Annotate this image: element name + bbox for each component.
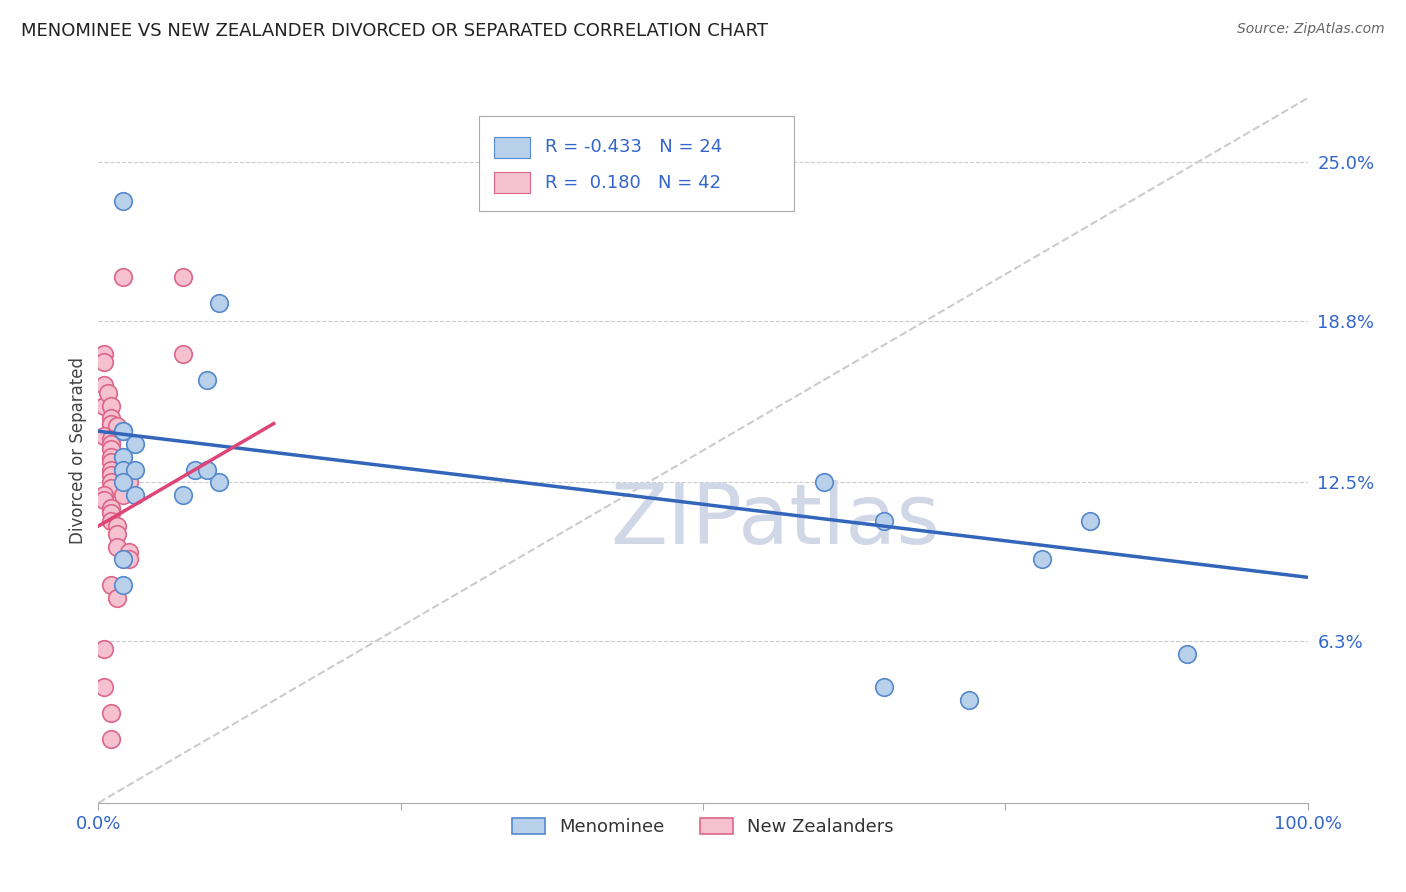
Text: R =  0.180   N = 42: R = 0.180 N = 42: [544, 174, 721, 192]
Point: [118, 544, 141, 558]
Point: [873, 681, 896, 695]
Point: [100, 481, 122, 495]
Point: [100, 475, 122, 490]
Bar: [494, 172, 530, 194]
Point: [813, 475, 835, 490]
Y-axis label: Divorced or Separated: Divorced or Separated: [69, 357, 87, 544]
Point: [124, 488, 146, 502]
Point: [93, 355, 115, 369]
Point: [118, 475, 141, 490]
Point: [100, 450, 122, 464]
Point: [105, 519, 128, 533]
Point: [111, 450, 134, 464]
Point: [111, 463, 134, 477]
Point: [97, 385, 120, 400]
Bar: [494, 136, 530, 158]
Point: [111, 578, 134, 592]
Point: [93, 429, 115, 443]
Point: [111, 475, 134, 490]
Point: [93, 378, 115, 392]
Point: [100, 437, 122, 451]
Point: [100, 501, 122, 516]
Point: [172, 488, 194, 502]
Point: [100, 411, 122, 425]
Point: [100, 432, 122, 446]
Point: [124, 463, 146, 477]
Point: [172, 347, 194, 361]
Point: [124, 437, 146, 451]
Point: [111, 450, 134, 464]
Point: [105, 540, 128, 554]
Point: [1078, 514, 1101, 528]
Point: [873, 514, 896, 528]
Point: [208, 475, 231, 490]
Point: [111, 488, 134, 502]
Point: [100, 463, 122, 477]
Point: [100, 399, 122, 413]
Point: [111, 424, 134, 438]
Point: [100, 467, 122, 482]
Point: [93, 399, 115, 413]
Point: [93, 347, 115, 361]
Point: [100, 578, 122, 592]
Point: [105, 591, 128, 605]
Point: [100, 731, 122, 746]
Text: Source: ZipAtlas.com: Source: ZipAtlas.com: [1237, 22, 1385, 37]
Point: [111, 194, 134, 208]
Point: [100, 706, 122, 720]
Point: [184, 463, 207, 477]
Point: [93, 642, 115, 657]
Point: [111, 463, 134, 477]
Text: R = -0.433   N = 24: R = -0.433 N = 24: [544, 138, 721, 156]
Point: [957, 693, 980, 707]
Point: [1031, 552, 1053, 566]
Point: [172, 270, 194, 285]
Point: [208, 296, 231, 310]
Point: [111, 270, 134, 285]
Point: [118, 552, 141, 566]
Point: [195, 373, 218, 387]
FancyBboxPatch shape: [479, 116, 793, 211]
Point: [100, 417, 122, 431]
Point: [93, 681, 115, 695]
Text: MENOMINEE VS NEW ZEALANDER DIVORCED OR SEPARATED CORRELATION CHART: MENOMINEE VS NEW ZEALANDER DIVORCED OR S…: [21, 22, 768, 40]
Point: [100, 506, 122, 520]
Text: ZIPatlas: ZIPatlas: [610, 481, 941, 561]
Legend: Menominee, New Zealanders: Menominee, New Zealanders: [505, 811, 901, 843]
Point: [93, 493, 115, 508]
Point: [105, 526, 128, 541]
Point: [93, 488, 115, 502]
Point: [105, 419, 128, 434]
Point: [1175, 647, 1198, 661]
Point: [195, 463, 218, 477]
Point: [100, 514, 122, 528]
Point: [111, 552, 134, 566]
Point: [111, 424, 134, 438]
Point: [100, 455, 122, 469]
Point: [100, 442, 122, 457]
